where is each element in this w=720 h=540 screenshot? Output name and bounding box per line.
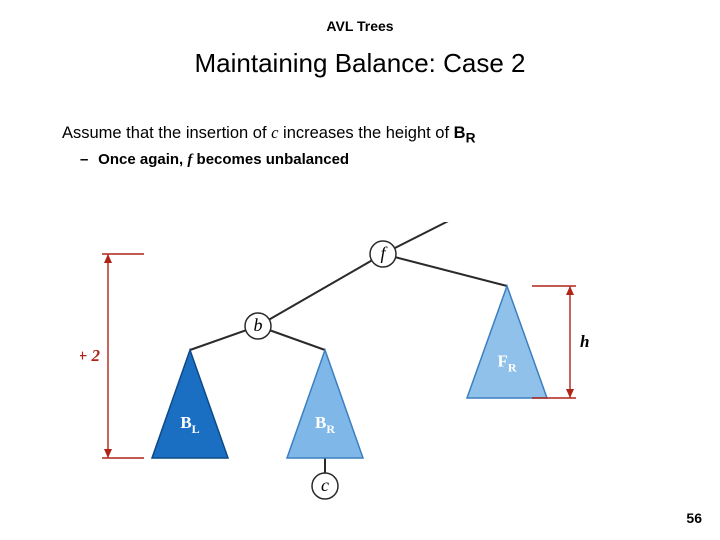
slide-title: Maintaining Balance: Case 2 — [0, 34, 720, 79]
bullet-suffix: becomes unbalanced — [192, 151, 349, 168]
body-mid: increases the height of — [278, 124, 453, 142]
body-prefix: Assume that the insertion of — [62, 124, 271, 142]
body-var-br: BR — [454, 124, 476, 142]
svg-text:h: h — [580, 332, 589, 351]
bullet-dash: – — [80, 151, 94, 168]
tree-diagram: BLBRFRfbch + 2h — [80, 222, 640, 502]
svg-text:h + 2: h + 2 — [80, 346, 100, 365]
body-text: Assume that the insertion of c increases… — [0, 79, 720, 145]
page-number: 56 — [686, 510, 702, 526]
bullet-line: – Once again, f becomes unbalanced — [0, 145, 720, 169]
header-label: AVL Trees — [0, 0, 720, 34]
svg-text:c: c — [321, 475, 329, 495]
bullet-prefix: Once again, — [98, 151, 187, 168]
svg-text:b: b — [254, 315, 263, 335]
